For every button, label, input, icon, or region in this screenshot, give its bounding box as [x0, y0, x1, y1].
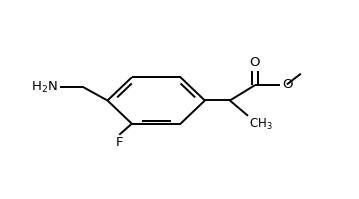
Text: CH$_3$: CH$_3$ — [250, 117, 273, 132]
Text: F: F — [116, 136, 123, 149]
Text: H$_2$N: H$_2$N — [31, 80, 58, 95]
Text: O: O — [282, 78, 293, 91]
Text: O: O — [250, 56, 260, 69]
